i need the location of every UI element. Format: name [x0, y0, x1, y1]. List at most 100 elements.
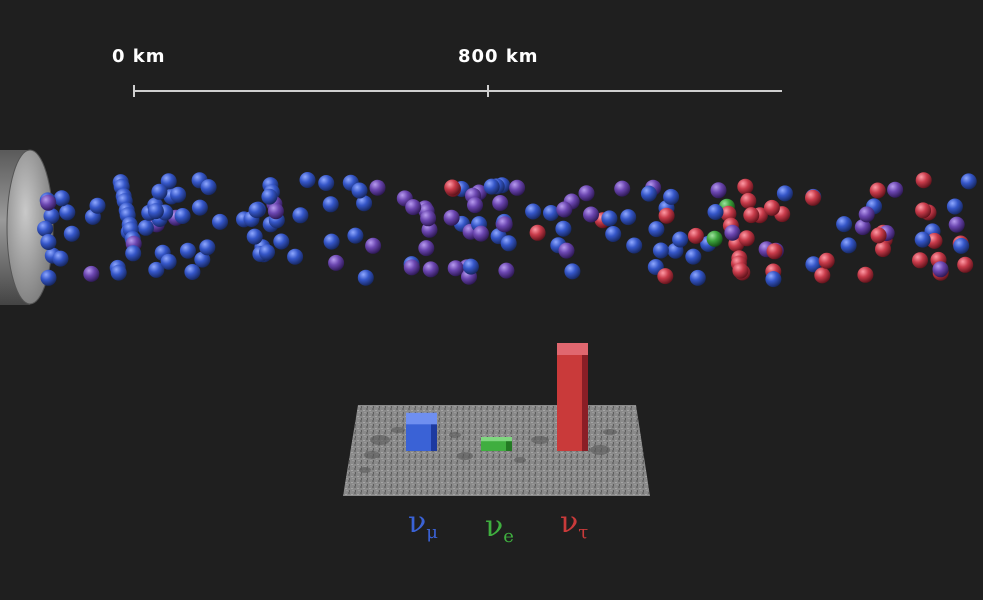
neutrino-particle-blue [663, 188, 680, 205]
flavor-label-muon: νμ [408, 505, 438, 543]
neutrino-particle-blue [483, 178, 500, 195]
neutrino-particle-blue [273, 233, 290, 250]
neutrino-particle-blue [137, 219, 154, 236]
neutrino-particle-blue [462, 258, 479, 275]
neutrino-particle-blue [805, 256, 822, 273]
neutrino-particle-blue [63, 225, 80, 242]
neutrino-particle-blue [351, 182, 368, 199]
neutrino-particle-blue [200, 179, 217, 196]
neutrino-particle-purple [365, 237, 382, 254]
neutrino-particle-purple [583, 206, 599, 223]
neutrino-particle-red [657, 268, 674, 285]
flavor-label-electron: νe [485, 509, 514, 547]
neutrino-particle-blue [689, 269, 706, 286]
neutrino-particle-blue [648, 221, 665, 238]
neutrino-particle-purple [473, 225, 489, 242]
neutrino-particle-blue [59, 204, 76, 221]
neutrino-particle-blue [43, 208, 60, 224]
neutrino-particle-blue [347, 227, 364, 244]
neutrino-particle-blue [356, 195, 373, 212]
neutrino-particle-purple [556, 201, 573, 218]
neutrino-particle-purple [447, 260, 464, 277]
neutrino-particle-purple [614, 180, 631, 197]
neutrino-particle-red [870, 227, 887, 244]
neutrino-particle-purple [887, 181, 904, 198]
neutrino-particle-blue [174, 208, 191, 224]
neutrino-particle-blue [179, 242, 196, 259]
neutrino-particle-red [732, 262, 749, 279]
neutrino-particle-purple [854, 219, 871, 236]
neutrino-particle-purple [403, 259, 420, 276]
neutrino-particle-red [737, 178, 754, 195]
neutrino-particle-blue [89, 197, 106, 214]
neutrino-particle-blue [914, 231, 931, 248]
neutrino-particle-red [912, 252, 928, 269]
neutrino-particle-blue [525, 203, 542, 220]
neutrino-particle-red [818, 252, 835, 269]
neutrino-particle-green [706, 230, 723, 247]
neutrino-particle-blue [564, 263, 581, 280]
neutrino-particle-red [444, 179, 461, 196]
neutrino-particle-blue [322, 196, 339, 213]
neutrino-particle-blue [960, 173, 977, 190]
neutrino-particle-blue [500, 235, 517, 252]
neutrino-particle-blue [836, 216, 853, 233]
neutrino-particle-red [687, 227, 704, 244]
neutrino-particle-blue [765, 271, 782, 288]
neutrino-particle-blue [652, 242, 669, 259]
neutrino-particle-blue [259, 244, 275, 261]
neutrino-particle-blue [318, 175, 335, 191]
neutrino-particle-blue [53, 190, 70, 207]
flavor-bar-electron [481, 437, 512, 451]
neutrino-particle-blue [776, 185, 793, 202]
neutrino-particle-blue [40, 234, 57, 250]
flavor-label-tau: ντ [560, 505, 588, 543]
neutrino-particle-red [926, 232, 943, 249]
neutrino-beam [37, 172, 977, 288]
neutrino-particle-red [915, 202, 932, 219]
neutrino-particle-blue [299, 172, 316, 188]
scale-label-mid: 800 km [458, 46, 539, 67]
neutrino-particle-red [743, 207, 760, 224]
neutrino-particle-red [740, 192, 757, 209]
neutrino-particle-blue [292, 207, 309, 224]
neutrino-particle-blue [840, 237, 857, 254]
distance-scale: 0 km 800 km [112, 46, 782, 97]
neutrino-particle-purple [405, 199, 422, 216]
neutrino-particle-red [805, 189, 821, 206]
neutrino-particle-purple [858, 206, 875, 223]
neutrino-particle-red [763, 199, 780, 216]
neutrino-particle-purple [710, 182, 727, 199]
neutrino-particle-blue [194, 251, 211, 268]
flavor-bar-muon [406, 412, 437, 451]
neutrino-particle-purple [496, 216, 513, 233]
neutrino-particle-red [957, 256, 974, 273]
neutrino-particle-purple [83, 265, 100, 282]
flavor-bar-tau [557, 343, 588, 451]
neutrino-particle-purple [418, 240, 435, 257]
neutrino-particle-red [869, 182, 886, 199]
neutrino-particle-blue [626, 237, 643, 254]
neutrino-particle-purple [328, 254, 345, 271]
neutrino-particle-blue [287, 248, 304, 265]
neutrino-particle-purple [443, 209, 460, 226]
neutrino-particle-red [529, 224, 546, 241]
neutrino-particle-blue [543, 205, 559, 221]
flavor-bars [406, 343, 588, 451]
neutrino-particle-purple [498, 262, 515, 279]
neutrino-particle-red [814, 267, 831, 284]
neutrino-particle-blue [640, 185, 657, 202]
neutrino-particle-blue [110, 264, 127, 281]
neutrino-particle-blue [246, 228, 263, 245]
neutrino-particle-red [738, 230, 755, 247]
neutrino-particle-blue [946, 198, 963, 215]
neutrino-particle-red [857, 266, 874, 283]
neutrino-particle-blue [261, 188, 278, 205]
neutrino-particle-purple [40, 194, 57, 211]
neutrino-particle-purple [420, 210, 437, 227]
neutrino-particle-blue [212, 213, 228, 230]
neutrino-particle-blue [184, 264, 201, 280]
neutrino-particle-purple [932, 261, 949, 278]
neutrino-particle-blue [707, 204, 724, 220]
